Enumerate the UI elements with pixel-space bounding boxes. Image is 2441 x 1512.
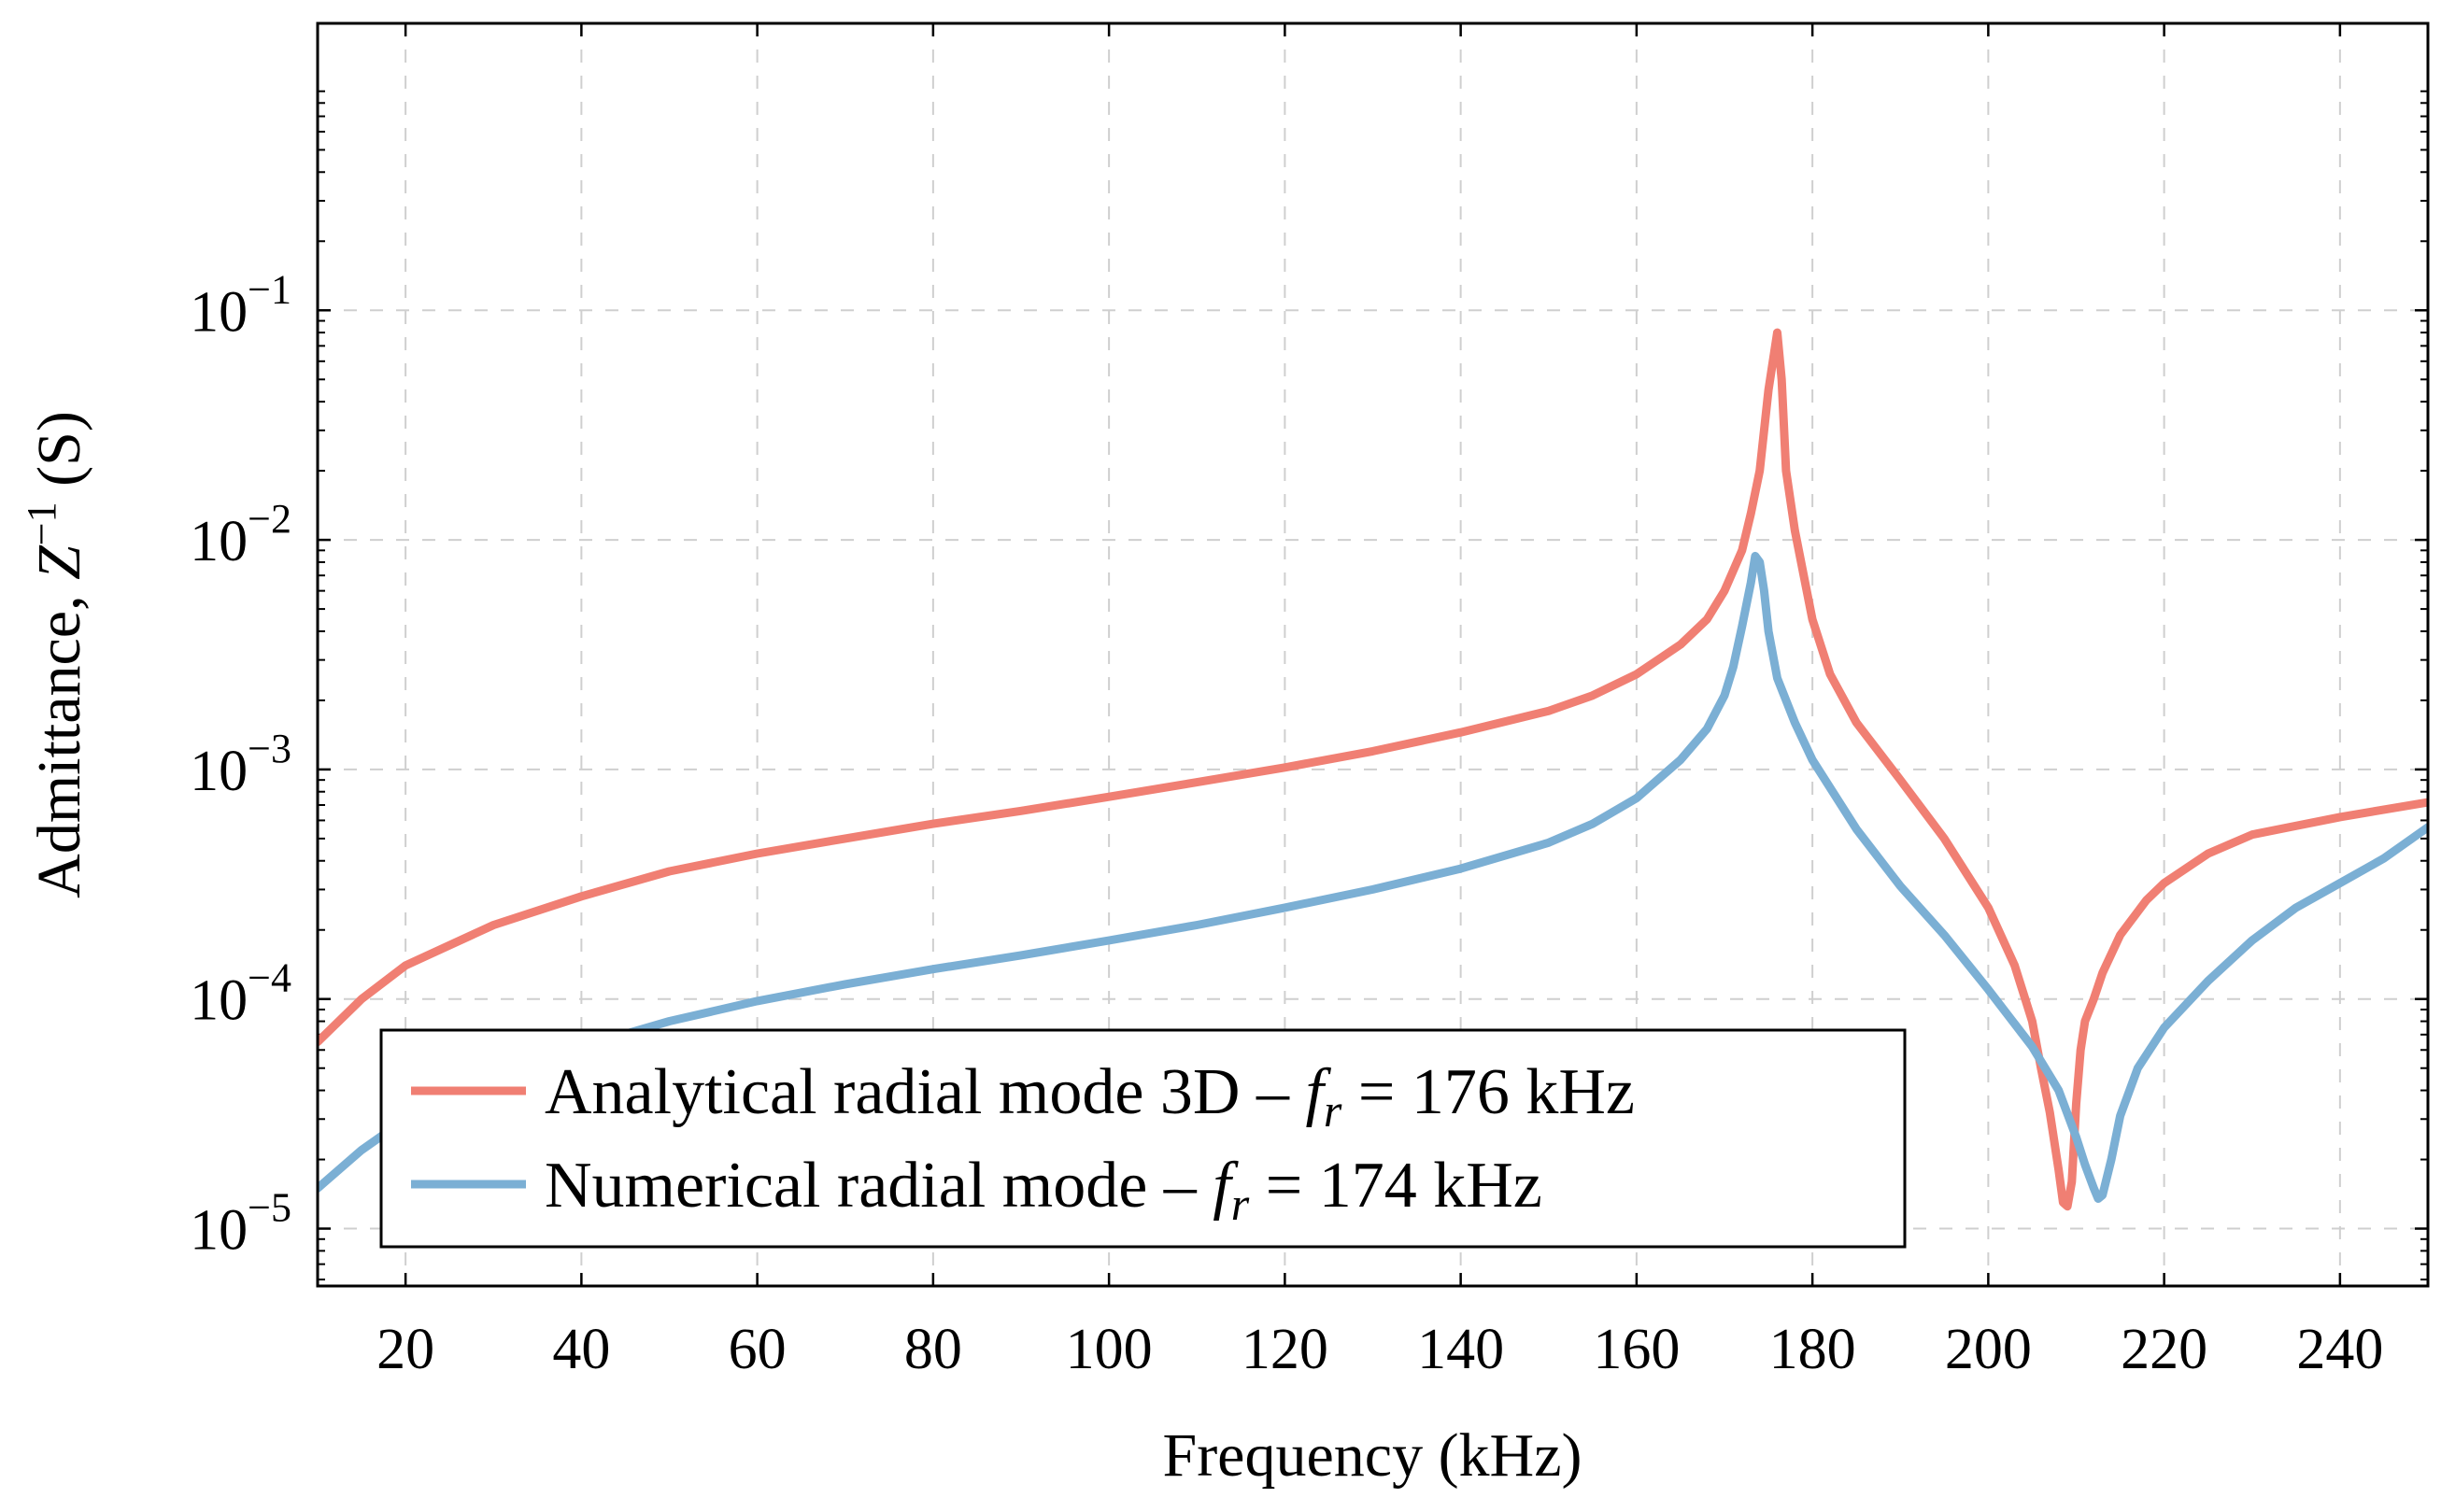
x-tick-label-240: 240 bbox=[2296, 1318, 2383, 1381]
y-tick-label-0: 10−1 bbox=[190, 266, 291, 344]
legend-label-analytical: Analytical radial mode 3D – fr = 176 kHz bbox=[545, 1056, 1635, 1137]
y-axis-label-unit: (S) bbox=[25, 411, 93, 502]
y-axis-label-exp: −1 bbox=[19, 502, 64, 545]
x-tick-label-220: 220 bbox=[2121, 1318, 2207, 1381]
y-axis-label-var: Z bbox=[25, 544, 93, 580]
y-axis-label-main: Admittance, bbox=[25, 580, 93, 898]
y-axis-label: Admittance, Z−1 (S) bbox=[19, 411, 93, 898]
x-tick-labels: 20 40 60 80 100 120 140 160 180 200 220 240 bbox=[376, 1318, 2383, 1381]
x-tick-label-140: 140 bbox=[1417, 1318, 1504, 1381]
y-tick-label-2: 10−3 bbox=[190, 726, 291, 803]
x-axis-label: Frequency (kHz) bbox=[1163, 1421, 1582, 1490]
legend: Analytical radial mode 3D – fr = 176 kHz… bbox=[379, 1028, 1907, 1249]
y-tick-labels: 10−1 10−2 10−3 10−4 10−5 bbox=[190, 266, 291, 1262]
series-line-numerical bbox=[318, 551, 2428, 1203]
x-tick-label-20: 20 bbox=[376, 1318, 434, 1381]
major-ticks bbox=[318, 23, 2428, 1286]
series-line-analytical bbox=[318, 328, 2428, 1211]
legend-label-numerical: Numerical radial mode – fr = 174 kHz bbox=[545, 1150, 1542, 1230]
y-tick-label-4: 10−5 bbox=[190, 1185, 291, 1263]
x-tick-label-180: 180 bbox=[1769, 1318, 1856, 1381]
x-tick-label-60: 60 bbox=[729, 1318, 787, 1381]
y-tick-label-3: 10−4 bbox=[190, 955, 291, 1033]
x-tick-label-200: 200 bbox=[1945, 1318, 2032, 1381]
plot-frame bbox=[316, 21, 2430, 1288]
x-tick-label-120: 120 bbox=[1242, 1318, 1328, 1381]
y-tick-label-1: 10−2 bbox=[190, 496, 291, 573]
x-tick-label-160: 160 bbox=[1593, 1318, 1680, 1381]
legend-box bbox=[379, 1028, 1907, 1249]
series-layer bbox=[318, 328, 2428, 1211]
x-tick-label-40: 40 bbox=[552, 1318, 610, 1381]
x-tick-label-100: 100 bbox=[1066, 1318, 1153, 1381]
x-tick-label-80: 80 bbox=[904, 1318, 962, 1381]
